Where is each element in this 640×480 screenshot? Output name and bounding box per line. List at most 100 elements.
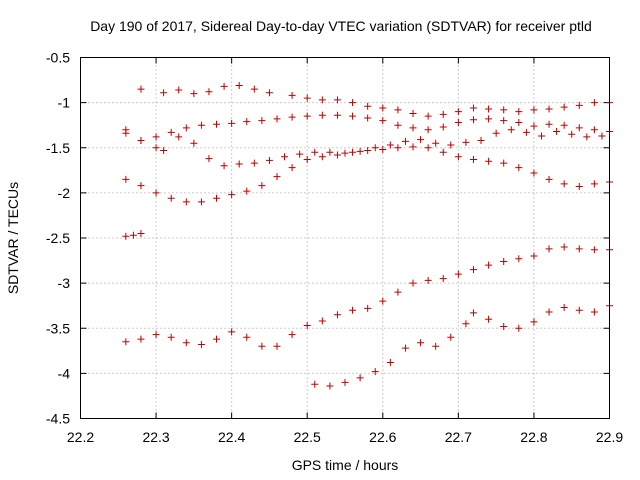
data-point [137,137,145,145]
data-point [364,146,372,154]
data-point [590,180,598,188]
data-point [152,189,160,197]
data-point [182,198,190,206]
data-point [175,133,183,141]
data-point [160,146,168,154]
data-point [205,155,213,163]
data-point [432,139,440,147]
data-point [243,118,251,126]
data-point [507,126,515,134]
data-point [243,333,251,341]
data-point [515,118,523,126]
data-point [485,105,493,113]
data-point [454,118,462,126]
data-point [409,143,417,151]
data-point [228,328,236,336]
data-point [530,318,538,326]
data-point [386,359,394,367]
data-point [356,374,364,382]
data-point [371,144,379,152]
y-tick-label: -4.5 [46,411,70,427]
data-point [122,232,130,240]
data-point [182,339,190,347]
data-point [560,180,568,188]
data-point [152,331,160,339]
data-point [137,85,145,93]
data-point [545,308,553,316]
y-tick-label: -1 [58,95,71,111]
data-point [258,342,266,350]
data-point [560,303,568,311]
data-point [379,146,387,154]
data-point [500,257,508,265]
data-point [129,231,137,239]
data-point [273,173,281,181]
data-point [349,148,357,156]
data-point [492,129,500,137]
data-point [364,304,372,312]
data-points [122,81,613,390]
series-C [122,126,606,170]
data-point [243,187,251,195]
data-point [560,121,568,129]
data-point [152,144,160,152]
data-point [167,128,175,136]
data-point [318,153,326,161]
data-point [530,252,538,260]
data-point [424,126,432,134]
data-point [356,147,364,155]
data-point [469,155,477,163]
x-tick-label: 22.9 [596,429,623,445]
data-point [288,113,296,121]
data-point [575,183,583,191]
series-A [137,81,613,120]
data-point [386,141,394,149]
data-point [258,117,266,125]
data-point [485,157,493,165]
data-point [590,246,598,254]
data-point [409,109,417,117]
data-point [439,148,447,156]
x-tick-label: 22.5 [294,429,321,445]
data-point [462,320,470,328]
data-point [424,144,432,152]
data-point [228,119,236,127]
data-point [454,153,462,161]
data-point [379,297,387,305]
data-point [447,333,455,341]
data-point [273,342,281,350]
data-point [213,194,221,202]
data-point [500,322,508,330]
data-point [424,112,432,120]
data-point [122,338,130,346]
data-point [394,121,402,129]
data-point [537,132,545,140]
data-point [439,275,447,283]
data-point [560,243,568,251]
data-point [545,105,553,113]
x-tick-label: 22.6 [369,429,396,445]
data-point [281,153,289,161]
series-E [122,229,145,240]
x-axis-label: GPS time / hours [292,457,399,473]
data-point [469,116,477,124]
data-point [500,117,508,125]
data-point [469,309,477,317]
data-point [553,128,561,136]
data-point [485,315,493,323]
plot-frame [80,57,610,419]
data-point [432,342,440,350]
y-axis-label: SDTVAR / TECUs [5,182,21,294]
data-point [364,114,372,122]
grid [80,57,610,419]
data-point [288,331,296,339]
data-point [250,85,258,93]
data-point [349,99,357,107]
data-point [326,382,334,390]
series-D [122,143,613,206]
data-point [447,141,455,149]
data-point [454,270,462,278]
data-point [530,169,538,177]
data-point [197,121,205,129]
y-tick-label: -3.5 [46,320,70,336]
